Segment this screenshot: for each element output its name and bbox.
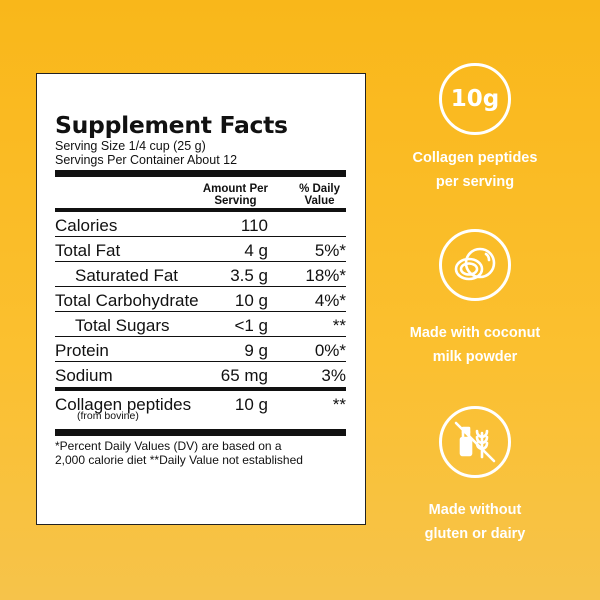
row-collagen-peptides: Collagen peptides (from bovine) 10 g **: [55, 391, 346, 426]
nutrient-amount: 4 g: [244, 241, 268, 260]
nutrient-name: Total Carbohydrate: [55, 291, 199, 310]
divider-medium: [55, 208, 346, 212]
row-saturated-fat: Saturated Fat 3.5 g 18%*: [55, 262, 346, 287]
facts-footnote: *Percent Daily Values (DV) are based on …: [55, 439, 303, 467]
coconut-icon: [454, 247, 496, 281]
daily-value-header: % Daily Value: [299, 183, 340, 207]
amount-per-serving-header: Amount Per Serving: [202, 183, 268, 207]
collagen-amount-badge: 10g: [439, 63, 511, 135]
servings-per-container: Servings Per Container About 12: [55, 153, 238, 167]
allergen-free-badge: [439, 406, 511, 478]
collagen-caption: Collagen peptides per serving: [412, 150, 538, 190]
nutrient-name: Collagen peptides: [55, 395, 192, 414]
row-total-sugars: Total Sugars <1 g **: [55, 312, 346, 337]
nutrient-name: Sodium: [55, 366, 113, 385]
supplement-facts-panel: Supplement Facts Serving Size 1/4 cup (2…: [36, 73, 366, 525]
allergen-free-caption: Made without gluten or dairy: [424, 502, 526, 542]
nutrient-amount: 65 mg: [220, 366, 268, 385]
nutrient-dv: 0%*: [314, 341, 346, 360]
nutrient-dv: 18%*: [305, 266, 346, 285]
nutrient-amount: 10 g: [234, 291, 268, 310]
nutrient-amount: 10 g: [234, 395, 268, 414]
serving-size: Serving Size 1/4 cup (25 g): [55, 139, 206, 153]
nutrient-dv: 3%: [321, 366, 346, 385]
divider-thick: [55, 429, 346, 436]
row-sodium: Sodium 65 mg 3%: [55, 362, 346, 387]
row-protein: Protein 9 g 0%*: [55, 337, 346, 362]
row-calories: Calories 110: [55, 212, 346, 237]
row-total-carbohydrate: Total Carbohydrate 10 g 4%*: [55, 287, 346, 312]
nutrient-name: Protein: [55, 341, 109, 360]
row-total-fat: Total Fat 4 g 5%*: [55, 237, 346, 262]
nutrient-amount: 110: [240, 216, 268, 235]
nutrient-dv: **: [332, 395, 346, 414]
no-gluten-no-dairy-icon: [454, 421, 496, 463]
nutrient-amount: <1 g: [234, 316, 268, 335]
nutrient-name: Calories: [55, 216, 118, 235]
nutrient-name: Saturated Fat: [75, 266, 179, 285]
nutrient-name: Total Sugars: [75, 316, 170, 335]
nutrient-amount: 9 g: [244, 341, 268, 360]
divider-thick: [55, 170, 346, 177]
nutrient-source-note: (from bovine): [77, 410, 139, 422]
nutrient-dv: 4%*: [314, 291, 346, 310]
nutrient-dv: 5%*: [314, 241, 346, 260]
nutrient-name: Total Fat: [55, 241, 121, 260]
facts-title: Supplement Facts: [55, 111, 288, 139]
coconut-caption: Made with coconut milk powder: [409, 325, 541, 365]
divider-medium: [55, 387, 346, 391]
nutrient-amount: 3.5 g: [230, 266, 268, 285]
coconut-badge: [439, 229, 511, 301]
column-header: Amount Per Serving % Daily Value: [55, 177, 346, 208]
nutrient-dv: **: [332, 316, 346, 335]
collagen-amount-text: 10g: [450, 86, 500, 112]
